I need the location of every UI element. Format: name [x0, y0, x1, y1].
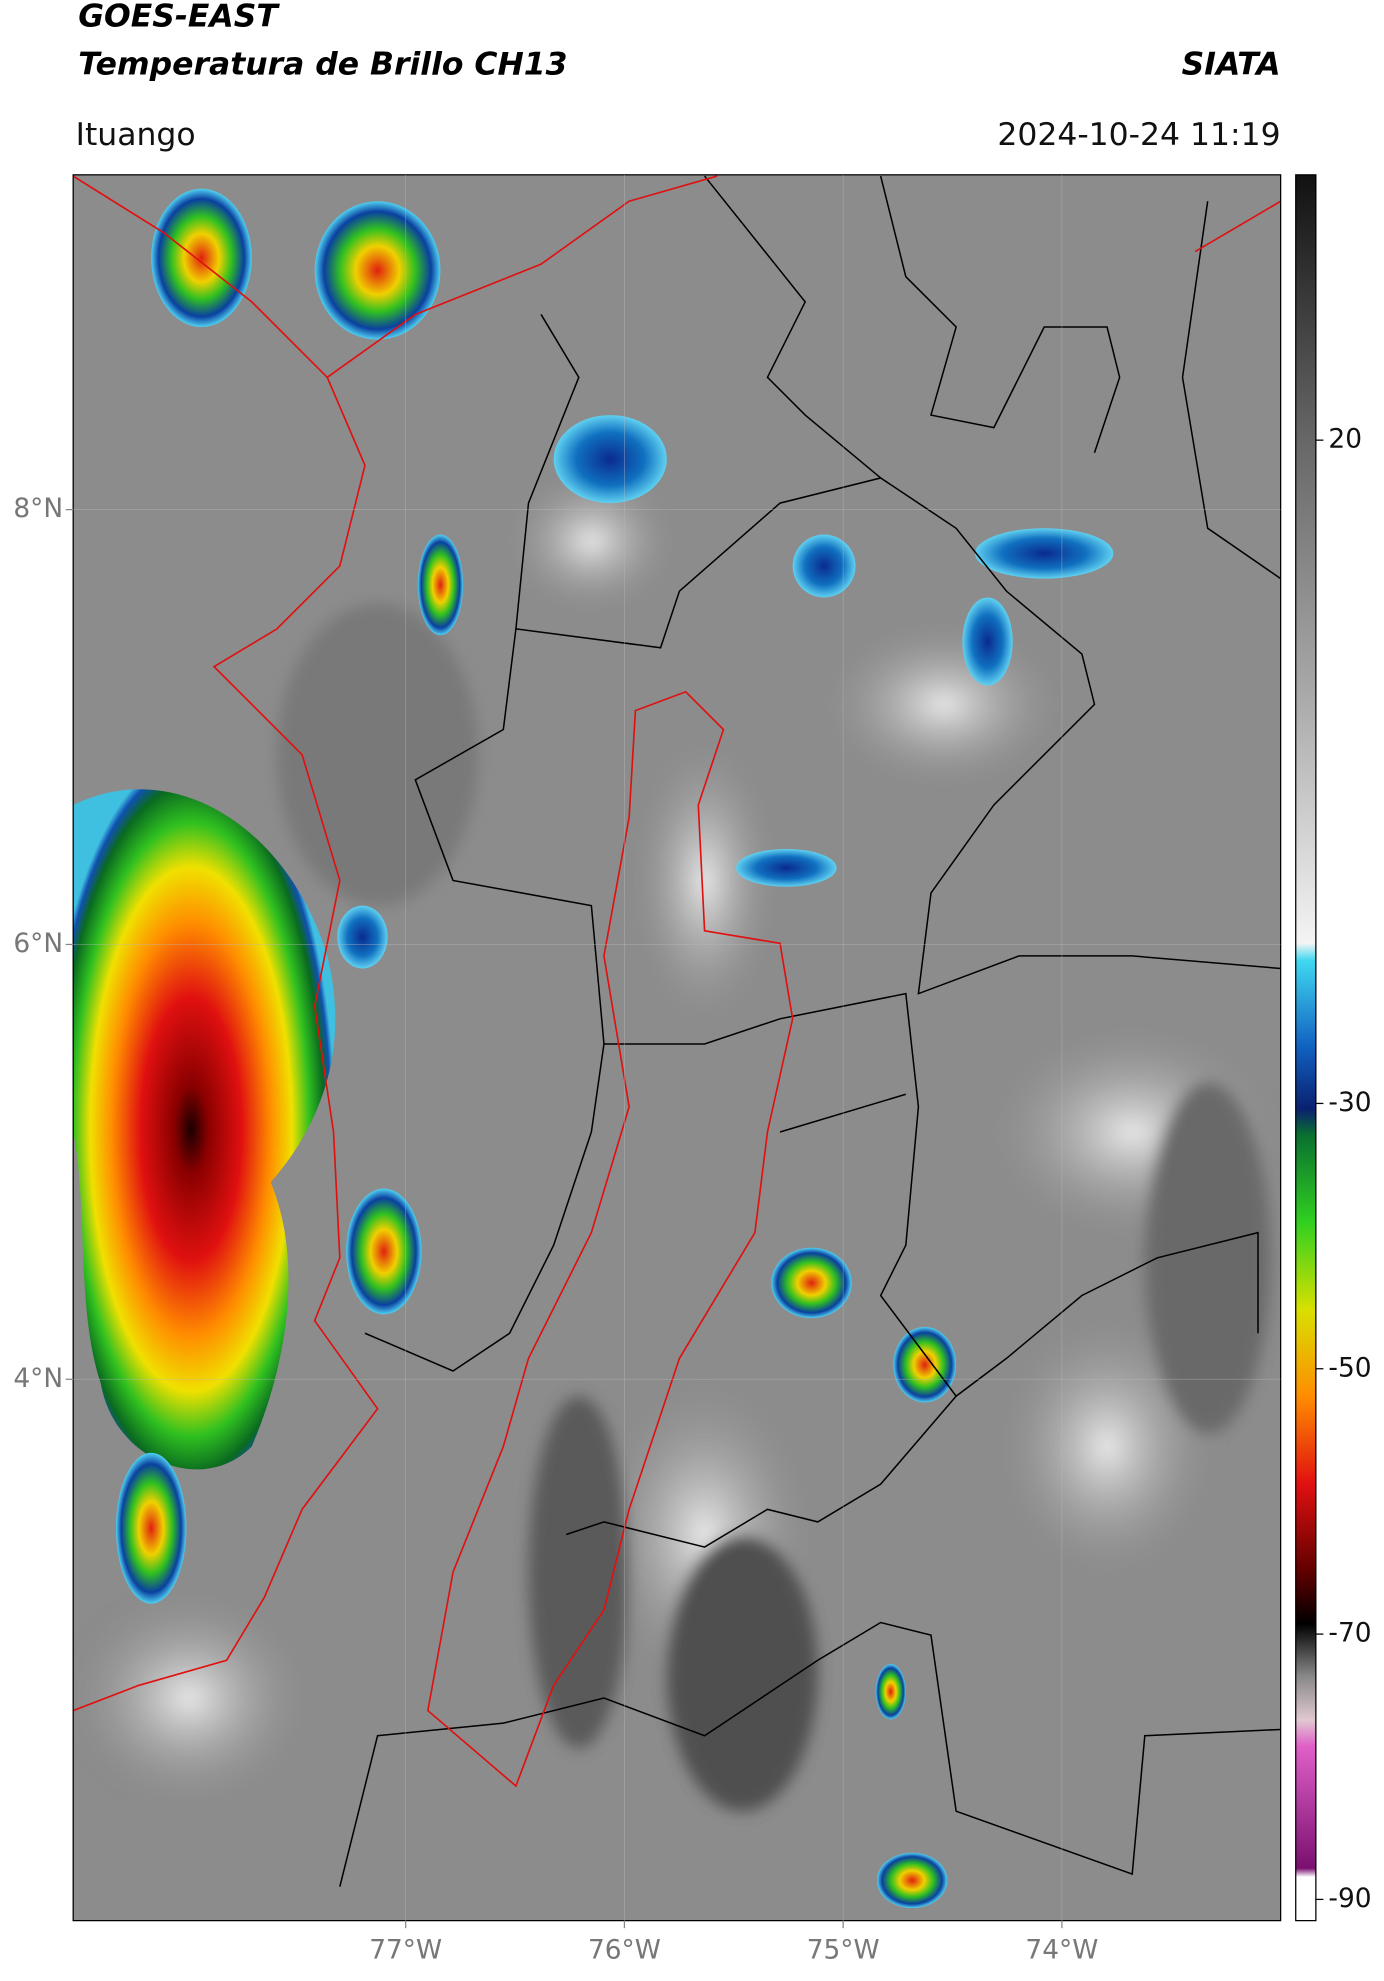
location: Ituango [76, 117, 196, 153]
x-tick-label: 74°W [1025, 1934, 1098, 1965]
colorbar-tick-label: -30 [1328, 1087, 1371, 1118]
x-tick-label: 75°W [807, 1934, 880, 1965]
axes: 77°W 76°W 75°W 74°W 8°N 6°N 4°N 20 -30 -50 -70 -90 [13, 174, 1372, 1965]
brand: SIATA [1182, 46, 1281, 82]
map-frame [72, 174, 1282, 1922]
x-tick-label: 76°W [588, 1934, 661, 1965]
colorbar [1295, 174, 1317, 1922]
colorbar-tick-label: -90 [1328, 1883, 1371, 1914]
title: GOES-EAST [78, 0, 280, 35]
y-tick-label: 6°N [13, 928, 63, 959]
timestamp: 2024-10-24 11:19 [997, 117, 1280, 153]
y-tick-label: 8°N [13, 493, 63, 524]
y-tick-label: 4°N [13, 1363, 63, 1394]
satellite-image [73, 174, 1281, 1921]
colorbar-tick-label: -70 [1328, 1618, 1371, 1649]
colorbar-tick-label: 20 [1328, 424, 1362, 455]
colorbar-tick-label: -50 [1328, 1352, 1371, 1383]
x-tick-label: 77°W [369, 1934, 442, 1965]
subtitle: Temperatura de Brillo CH13 [78, 46, 567, 82]
